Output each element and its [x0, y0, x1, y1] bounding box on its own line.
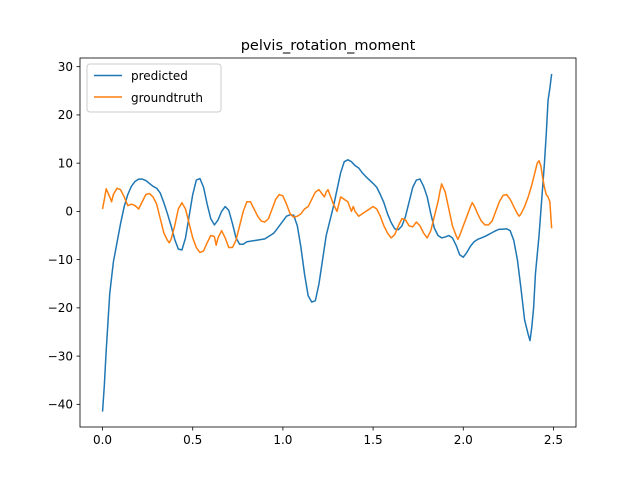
y-tick-label: 0 [65, 205, 73, 219]
y-tick-label: 30 [58, 60, 73, 74]
legend-label-groundtruth: groundtruth [131, 91, 203, 105]
legend: predicted groundtruth [86, 63, 222, 113]
x-tick-label: 2.5 [544, 433, 563, 447]
x-tick-label: 1.0 [273, 433, 292, 447]
y-tick-label: −30 [48, 349, 73, 363]
y-axis: −40 −30 −20 −10 0 10 20 30 [48, 60, 80, 412]
x-tick-label: 2.0 [454, 433, 473, 447]
y-tick-label: 20 [58, 108, 73, 122]
y-tick-label: 10 [58, 156, 73, 170]
y-tick-label: −10 [48, 253, 73, 267]
series-line-predicted [101, 73, 553, 412]
series-line-groundtruth [101, 159, 553, 254]
legend-label-predicted: predicted [131, 69, 188, 83]
plot-area [101, 73, 553, 412]
x-tick-label: 1.5 [364, 433, 383, 447]
y-tick-label: −40 [48, 398, 73, 412]
axes-frame [79, 57, 577, 428]
y-tick-label: −20 [48, 301, 73, 315]
x-axis: 0.0 0.5 1.0 1.5 2.0 2.5 [93, 427, 563, 447]
x-tick-label: 0.0 [93, 433, 112, 447]
chart-title: pelvis_rotation_moment [241, 38, 416, 54]
x-tick-label: 0.5 [183, 433, 202, 447]
